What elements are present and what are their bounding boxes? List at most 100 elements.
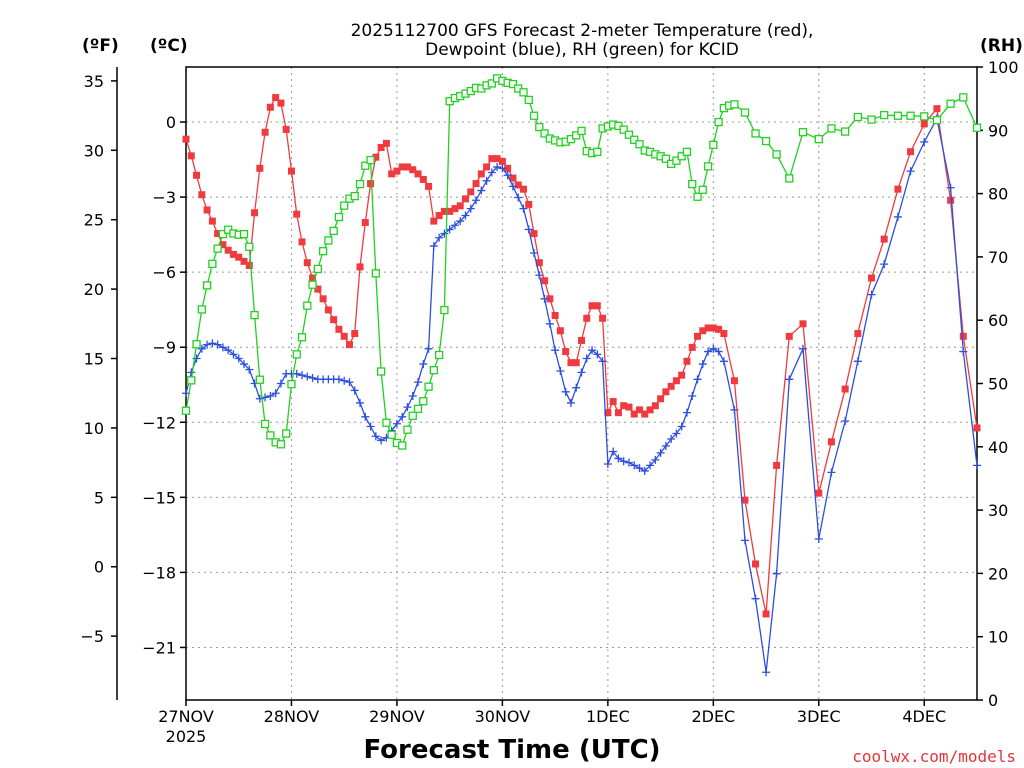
rh-point	[324, 236, 333, 245]
dewpoint-point	[414, 378, 423, 387]
rh-point	[355, 179, 365, 189]
temperature-point	[440, 207, 448, 215]
dewpoint-point	[187, 368, 196, 377]
rh-point	[266, 431, 275, 440]
temperature-point	[578, 336, 585, 344]
rh-point	[297, 333, 307, 342]
dewpoint-point	[350, 386, 359, 395]
rh-point	[751, 129, 760, 138]
temperature-point	[235, 253, 243, 261]
credit-text: coolwx.com/models	[852, 747, 1016, 766]
rh-point	[709, 140, 718, 150]
rh-point	[772, 150, 781, 159]
rh-point	[255, 375, 264, 384]
rh-point	[282, 429, 291, 438]
temperature-point	[229, 250, 237, 258]
temperature-point	[435, 212, 443, 220]
dewpoint-point	[651, 455, 660, 464]
dewpoint-point	[709, 344, 718, 353]
rh-point	[672, 156, 681, 165]
dewpoint-point	[403, 403, 412, 412]
dewpoint-point	[498, 164, 507, 173]
temperature-point	[335, 325, 343, 333]
dewpoint-point	[973, 461, 981, 470]
rh-point	[529, 111, 539, 120]
temperature-point	[630, 410, 638, 418]
temperature-point	[678, 371, 686, 379]
dewpoint-point	[435, 233, 444, 242]
temperature-point	[715, 325, 723, 333]
dewpoint-point	[646, 461, 655, 470]
temperature-point	[345, 341, 353, 349]
rh-point	[688, 179, 697, 189]
dewpoint-point	[461, 211, 470, 220]
rh-point	[361, 161, 370, 170]
celsius-tick-label: 0	[166, 113, 176, 132]
rh-point	[208, 259, 217, 269]
temperature-point	[398, 163, 406, 171]
dewpoint-point	[959, 347, 968, 356]
dewpoint-point	[661, 441, 670, 450]
rh-point	[880, 110, 889, 120]
dewpoint-point	[740, 536, 749, 545]
fahrenheit-tick-label: 15	[84, 350, 104, 369]
rh-point	[535, 122, 544, 132]
dewpoint-point	[508, 182, 517, 191]
dewpoint-point	[841, 416, 850, 425]
dewpoint-point	[266, 391, 275, 400]
temperature-point	[614, 409, 622, 417]
temperature-point	[208, 217, 216, 225]
gridlines	[185, 67, 977, 700]
dewpoint-point	[814, 534, 823, 543]
dewpoint-point	[398, 412, 407, 421]
rh-point	[487, 79, 497, 88]
dewpoint-point	[308, 373, 317, 382]
celsius-tick-label: −15	[142, 488, 176, 507]
rh-point	[946, 99, 955, 108]
temperature-point	[620, 402, 628, 410]
rh-point	[959, 93, 968, 102]
day-tick-label: 30NOV	[475, 707, 531, 726]
celsius-tick-label: −21	[142, 638, 176, 657]
rh-point	[624, 130, 634, 139]
temperature-point	[493, 155, 501, 163]
dewpoint-point	[577, 368, 586, 377]
temperature-point	[377, 144, 385, 152]
dewpoint-point	[656, 448, 665, 457]
temperature-point	[224, 246, 232, 254]
rh-point	[350, 191, 359, 201]
rh-point	[213, 244, 222, 253]
temperature-point	[535, 259, 543, 267]
fahrenheit-tick-label: 10	[84, 419, 104, 438]
dewpoint-point	[880, 260, 889, 269]
temperature-point	[467, 188, 475, 196]
day-tick-label: 1DEC	[586, 707, 630, 726]
dewpoint-point	[482, 176, 491, 185]
rh-tick-label: 10	[988, 628, 1008, 647]
dewpoint-point	[472, 196, 481, 205]
dewpoint-point	[561, 387, 570, 396]
rh-point	[287, 379, 296, 389]
dewpoint-point	[619, 457, 628, 466]
temperature-point	[730, 377, 738, 385]
rh-point	[413, 404, 423, 413]
temperature-point	[662, 388, 670, 396]
rh-point	[540, 129, 549, 138]
dewpoint-point	[946, 183, 955, 192]
temperature-point	[303, 259, 311, 267]
temperature-point	[498, 157, 506, 165]
dewpoint-point	[598, 357, 607, 366]
temperature-point	[720, 330, 728, 338]
dewpoint-point	[392, 419, 401, 428]
dewpoint-point	[630, 461, 639, 470]
fahrenheit-tick-label: 30	[84, 141, 104, 160]
rh-point	[893, 111, 903, 120]
temperature-point	[409, 166, 417, 174]
rh-point	[329, 226, 338, 236]
dewpoint-point	[582, 354, 591, 363]
temperature-point	[880, 235, 888, 243]
temperature-point	[688, 343, 696, 351]
temperature-point	[651, 402, 659, 410]
series-0	[182, 94, 981, 618]
fahrenheit-tick-label: 5	[94, 488, 104, 507]
